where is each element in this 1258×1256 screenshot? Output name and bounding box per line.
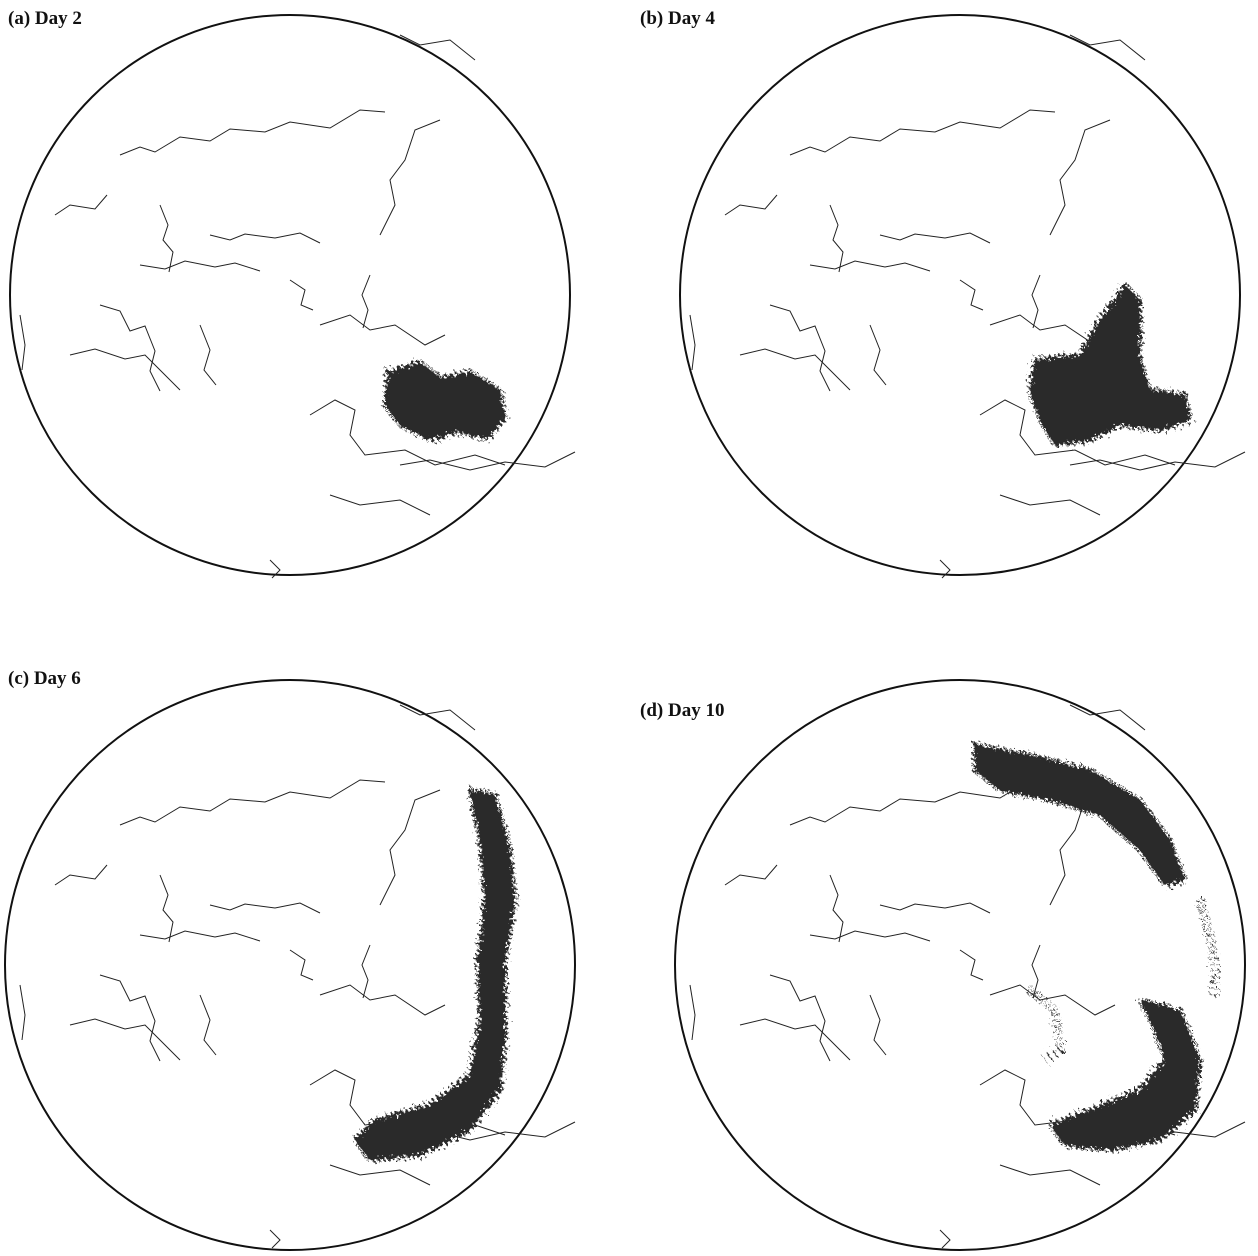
panel-label: (d) Day 10 xyxy=(640,700,724,721)
page: (a) Day 2 (b) Day 4 (c) Day 6 (d) Day 10… xyxy=(0,0,1258,1256)
panel-label: (b) Day 4 xyxy=(640,8,715,29)
globe xyxy=(10,15,570,575)
globe xyxy=(675,680,1245,1250)
figure: (a) Day 2 (b) Day 4 (c) Day 6 (d) Day 10 xyxy=(0,0,1258,1256)
panel-label: (c) Day 6 xyxy=(8,668,81,689)
globe xyxy=(680,15,1240,575)
panel-label: (a) Day 2 xyxy=(8,8,82,29)
